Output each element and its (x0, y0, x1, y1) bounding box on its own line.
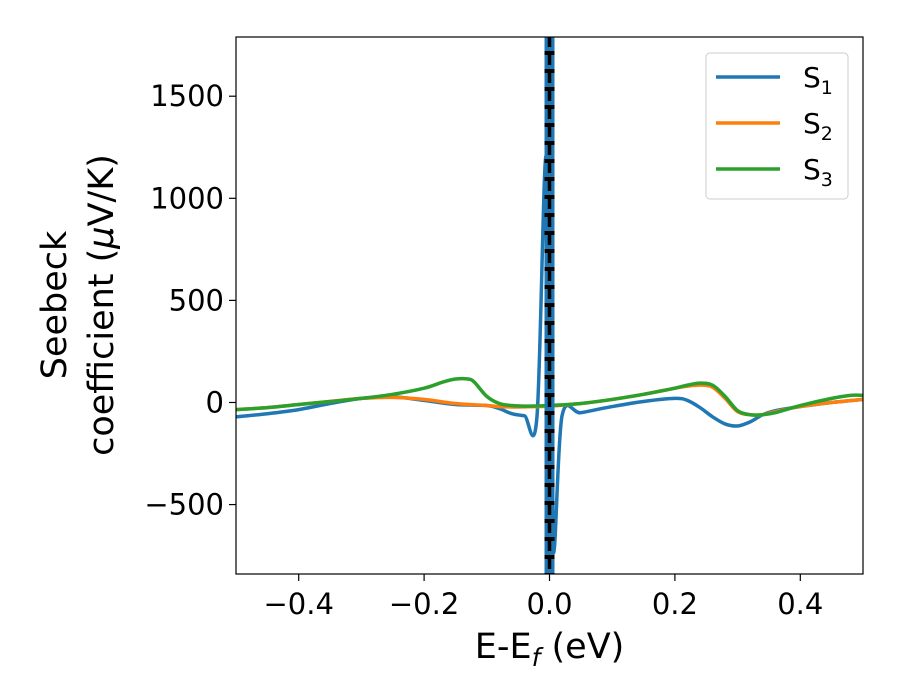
x-axis-label: E-Ef (eV) (475, 627, 625, 672)
x-tick-label: 0.4 (777, 587, 823, 621)
y-axis-label: Seebeck coefficient (μV/K) (35, 154, 122, 456)
plot-area (236, 37, 863, 574)
x-tick-label: 0.2 (652, 587, 698, 621)
y-tick-label: 500 (169, 283, 224, 317)
legend: S1 S2 S3 (705, 52, 849, 200)
y-tick-label: −500 (144, 488, 224, 522)
y-axis-label-line2: coefficient (μV/K) (82, 154, 122, 456)
y-tick-label: 0 (206, 385, 224, 419)
y-tick-label: 1500 (150, 79, 224, 113)
x-axis: −0.4 −0.2 0.0 0.2 0.4 (263, 574, 823, 621)
y-axis-label-line1: Seebeck (35, 230, 75, 379)
y-tick-label: 1000 (150, 181, 224, 215)
legend-label-s2: S2 (803, 107, 833, 145)
x-tick-label: −0.4 (263, 587, 333, 621)
x-tick-label: −0.2 (389, 587, 459, 621)
legend-label-s1: S1 (803, 61, 833, 99)
y-axis: −500 0 500 1000 1500 (144, 79, 236, 522)
legend-box (705, 52, 849, 200)
legend-label-s3: S3 (803, 153, 833, 191)
x-tick-label: 0.0 (526, 587, 572, 621)
